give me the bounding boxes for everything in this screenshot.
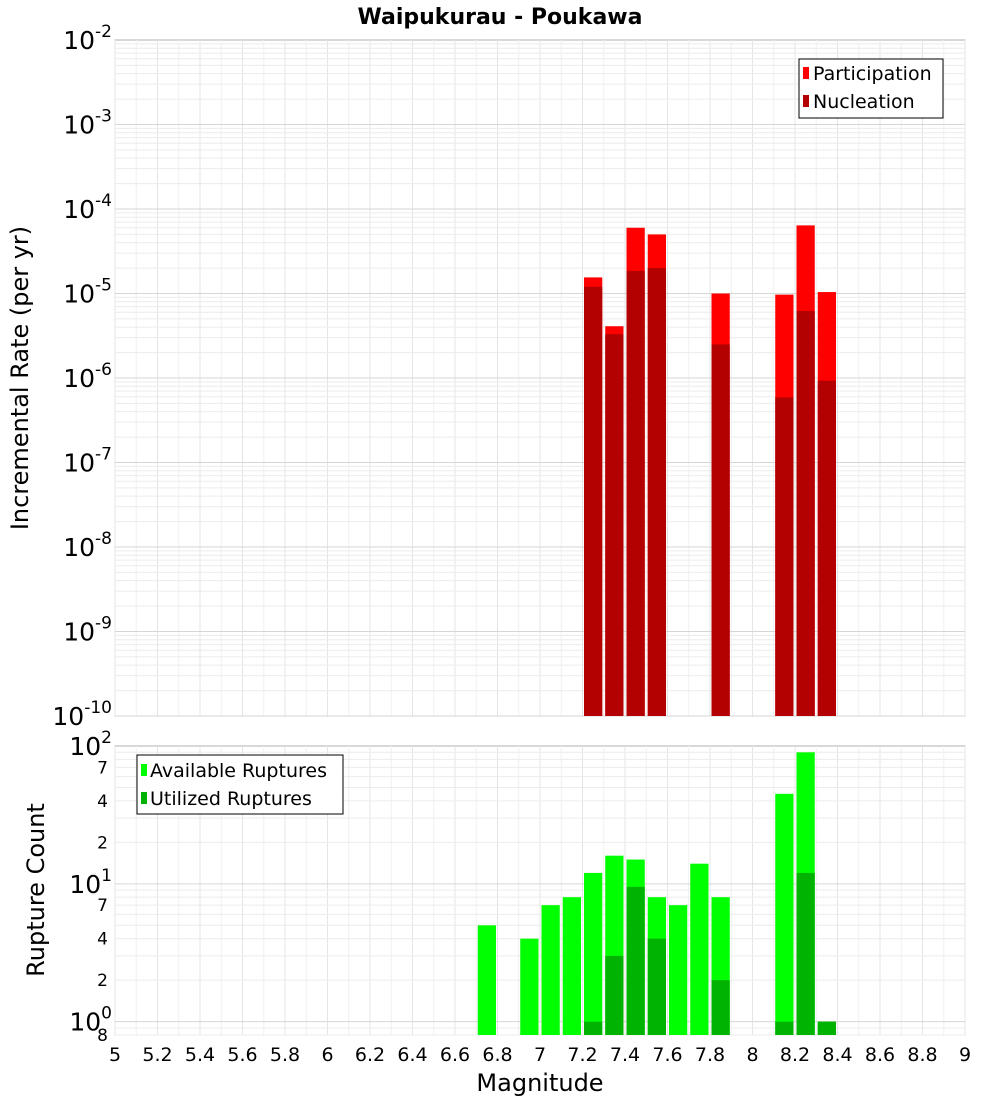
chart-title: Waipukurau - Poukawa [358, 5, 643, 30]
bottom-bar-utilized-ruptures [647, 938, 666, 1035]
x-tick-label: 8.6 [865, 1044, 895, 1066]
x-tick-label: 5.4 [185, 1044, 215, 1066]
legend-swatch-nucleation [803, 95, 809, 107]
x-tick-label: 8.4 [822, 1044, 852, 1066]
x-tick-label: 5 [109, 1044, 121, 1066]
top-y-tick-label: 10-5 [63, 276, 112, 309]
x-tick-label: 6 [321, 1044, 333, 1066]
top-y-tick-label: 10-6 [63, 360, 112, 393]
bottom-y-tick-label: 2 [97, 833, 108, 853]
bottom-bar-available-ruptures [690, 863, 709, 1035]
x-tick-label: 5.6 [227, 1044, 257, 1066]
x-tick-label: 5.8 [270, 1044, 300, 1066]
bottom-bar-available-ruptures [520, 938, 539, 1035]
x-tick-label: 9 [959, 1044, 971, 1066]
x-tick-label: 6.2 [355, 1044, 385, 1066]
bottom-bar-utilized-ruptures [796, 872, 815, 1035]
bottom-y-tick-label: 7 [97, 896, 108, 916]
top-y-tick-label: 10-10 [52, 698, 112, 731]
bottom-bar-available-ruptures [584, 872, 603, 1035]
x-tick-label: 8.2 [780, 1044, 810, 1066]
top-bar-nucleation [584, 286, 603, 716]
top-bar-nucleation [775, 397, 794, 716]
bottom-y-tick-label: 100 [69, 1004, 112, 1037]
top-y-tick-label: 10-7 [63, 445, 112, 478]
bottom-bar-available-ruptures [562, 897, 581, 1035]
legend-label-available: Available Ruptures [150, 760, 327, 782]
bottom-y-tick-label: 2 [97, 971, 108, 991]
x-tick-label: 8 [746, 1044, 758, 1066]
top-y-axis-label: Incremental Rate (per yr) [6, 226, 34, 530]
bottom-y-tick-label: 4 [97, 930, 108, 950]
bottom-bar-available-ruptures [477, 925, 496, 1035]
legend-label-utilized: Utilized Ruptures [150, 788, 312, 810]
x-tick-labels: 5 5.2 5.4 5.6 5.8 6 6.2 6.4 6.6 6.8 7 7.2 7.4 7.6 7.8 8… [109, 1044, 971, 1066]
top-y-tick-labels: 10-2 10-3 10-4 10-5 10-6 10-7 10-8 10-9 10-10 [52, 22, 112, 731]
bottom-y-tick-label: 4 [97, 792, 108, 812]
bottom-y-tick-label: 101 [69, 866, 112, 899]
top-y-tick-label: 10-8 [63, 529, 112, 562]
x-tick-label: 5.2 [142, 1044, 172, 1066]
legend-swatch-utilized [141, 792, 147, 804]
x-tick-label: 7.8 [695, 1044, 725, 1066]
top-bars [584, 225, 836, 717]
top-bar-nucleation [605, 334, 624, 716]
legend-label-nucleation: Nucleation [813, 91, 915, 113]
x-tick-label: 8.8 [907, 1044, 937, 1066]
bottom-bar-utilized-ruptures [817, 1021, 836, 1035]
bottom-y-axis-label: Rupture Count [22, 803, 50, 977]
top-bar-nucleation [711, 344, 730, 716]
bottom-y-tick-label: 8 [97, 1026, 108, 1046]
bottom-y-tick-label: 102 [69, 728, 112, 761]
legend-swatch-participation [803, 67, 809, 79]
bottom-bar-utilized-ruptures [584, 1021, 603, 1035]
x-tick-label: 7 [534, 1044, 546, 1066]
bottom-y-tick-label: 7 [97, 758, 108, 778]
bottom-bar-available-ruptures [669, 905, 688, 1035]
x-tick-label: 6.4 [397, 1044, 427, 1066]
bottom-bar-utilized-ruptures [775, 1021, 794, 1035]
x-axis-label: Magnitude [476, 1069, 603, 1097]
x-tick-label: 7.2 [567, 1044, 597, 1066]
bottom-bar-available-ruptures [775, 793, 794, 1035]
legend-label-participation: Participation [813, 63, 932, 85]
x-tick-label: 6.6 [440, 1044, 470, 1066]
top-bar-nucleation [647, 268, 666, 716]
bottom-bar-utilized-ruptures [711, 980, 730, 1035]
legend-swatch-available [141, 764, 147, 776]
top-bar-nucleation [817, 380, 836, 716]
top-bar-nucleation [626, 270, 645, 716]
x-tick-label: 7.6 [652, 1044, 682, 1066]
top-y-tick-label: 10-2 [63, 22, 112, 55]
top-bar-nucleation [796, 311, 815, 716]
top-y-tick-label: 10-4 [63, 191, 112, 224]
x-tick-label: 6.8 [482, 1044, 512, 1066]
bottom-grid [114, 746, 966, 1036]
bottom-bars [477, 752, 836, 1035]
top-legend: Participation Nucleation [798, 58, 944, 119]
top-y-tick-label: 10-9 [63, 614, 112, 647]
bottom-legend-box [136, 754, 344, 815]
bottom-bar-available-ruptures [541, 905, 560, 1035]
bottom-bar-utilized-ruptures [626, 886, 645, 1035]
top-grid [114, 40, 966, 717]
bottom-legend: Available Ruptures Utilized Ruptures [136, 754, 344, 815]
top-legend-box [798, 58, 944, 119]
top-y-tick-label: 10-3 [63, 107, 112, 140]
x-tick-label: 7.4 [610, 1044, 640, 1066]
bottom-bar-utilized-ruptures [605, 955, 624, 1035]
